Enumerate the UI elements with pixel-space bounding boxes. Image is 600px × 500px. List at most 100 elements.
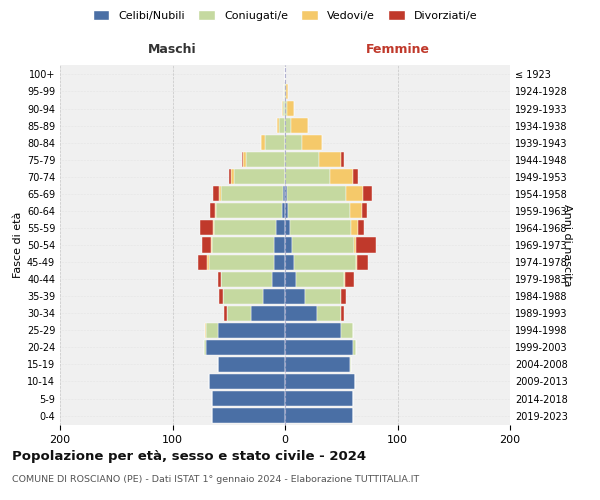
Bar	[199, 254, 208, 270]
Bar	[285, 288, 305, 304]
Bar	[276, 220, 285, 236]
Bar	[218, 288, 223, 304]
Bar	[251, 306, 285, 321]
Bar	[209, 374, 285, 389]
Bar	[229, 169, 231, 184]
Bar	[285, 152, 319, 167]
Bar	[353, 169, 358, 184]
Bar	[290, 118, 308, 133]
Bar	[296, 272, 343, 286]
Bar	[208, 254, 209, 270]
Bar	[341, 152, 343, 167]
Bar	[285, 204, 289, 218]
Bar	[353, 238, 356, 252]
Bar	[223, 288, 263, 304]
Bar	[265, 135, 285, 150]
Bar	[274, 238, 285, 252]
Bar	[285, 135, 302, 150]
Bar	[283, 101, 285, 116]
Bar	[285, 84, 286, 99]
Bar	[341, 288, 346, 304]
Bar	[358, 220, 364, 236]
Text: Femmine: Femmine	[365, 42, 430, 56]
Bar	[227, 306, 251, 321]
Bar	[362, 186, 371, 202]
Bar	[217, 204, 281, 218]
Bar	[285, 374, 355, 389]
Bar	[285, 306, 317, 321]
Bar	[212, 408, 285, 423]
Bar	[244, 152, 245, 167]
Bar	[281, 204, 285, 218]
Bar	[205, 323, 206, 338]
Bar	[287, 101, 294, 116]
Bar	[199, 220, 213, 236]
Bar	[213, 220, 214, 236]
Bar	[302, 135, 322, 150]
Bar	[285, 238, 292, 252]
Bar	[290, 220, 352, 236]
Bar	[285, 272, 296, 286]
Bar	[204, 340, 206, 355]
Bar	[235, 169, 285, 184]
Bar	[294, 254, 356, 270]
Bar	[211, 238, 212, 252]
Bar	[206, 323, 218, 338]
Bar	[285, 186, 287, 202]
Bar	[353, 340, 356, 355]
Bar	[289, 204, 350, 218]
Bar	[213, 186, 218, 202]
Legend: Celibi/Nubili, Coniugati/e, Vedovi/e, Divorziati/e: Celibi/Nubili, Coniugati/e, Vedovi/e, Di…	[88, 6, 482, 25]
Text: Maschi: Maschi	[148, 42, 197, 56]
Bar	[285, 220, 290, 236]
Bar	[330, 169, 353, 184]
Bar	[212, 238, 274, 252]
Bar	[350, 204, 361, 218]
Bar	[277, 118, 280, 133]
Bar	[218, 357, 285, 372]
Bar	[341, 323, 353, 338]
Bar	[209, 204, 215, 218]
Text: COMUNE DI ROSCIANO (PE) - Dati ISTAT 1° gennaio 2024 - Elaborazione TUTTITALIA.I: COMUNE DI ROSCIANO (PE) - Dati ISTAT 1° …	[12, 475, 419, 484]
Bar	[221, 272, 271, 286]
Bar	[285, 118, 290, 133]
Bar	[285, 357, 350, 372]
Bar	[281, 101, 283, 116]
Bar	[357, 254, 368, 270]
Bar	[285, 408, 353, 423]
Bar	[263, 288, 285, 304]
Bar	[285, 101, 287, 116]
Bar	[285, 169, 330, 184]
Bar	[218, 323, 285, 338]
Bar	[285, 340, 353, 355]
Bar	[285, 323, 341, 338]
Bar	[319, 152, 341, 167]
Bar	[286, 84, 289, 99]
Bar	[285, 254, 294, 270]
Bar	[209, 254, 274, 270]
Bar	[262, 135, 265, 150]
Y-axis label: Fasce di età: Fasce di età	[13, 212, 23, 278]
Y-axis label: Anni di nascita: Anni di nascita	[562, 204, 572, 286]
Bar	[352, 220, 358, 236]
Bar	[287, 186, 346, 202]
Bar	[361, 204, 367, 218]
Bar	[202, 238, 211, 252]
Bar	[215, 204, 217, 218]
Bar	[350, 357, 352, 372]
Bar	[218, 186, 221, 202]
Bar	[356, 254, 357, 270]
Bar	[224, 306, 227, 321]
Bar	[231, 169, 235, 184]
Bar	[356, 238, 376, 252]
Bar	[305, 288, 341, 304]
Bar	[206, 340, 285, 355]
Bar	[285, 391, 353, 406]
Bar	[280, 118, 285, 133]
Bar	[292, 238, 353, 252]
Bar	[271, 272, 285, 286]
Bar	[344, 272, 353, 286]
Bar	[245, 152, 285, 167]
Bar	[214, 220, 276, 236]
Bar	[343, 272, 344, 286]
